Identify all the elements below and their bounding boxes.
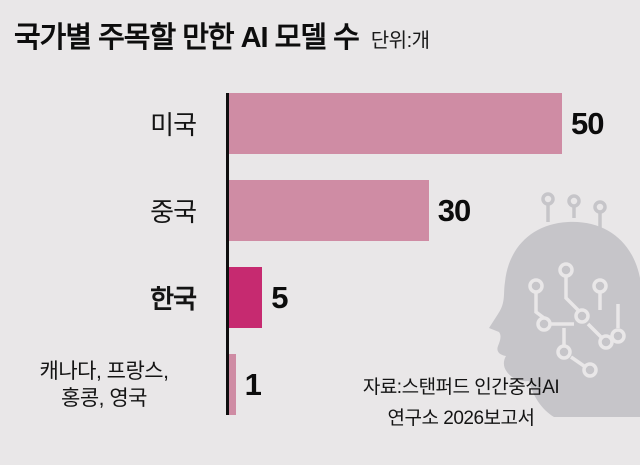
bar-row-china: 중국 30 bbox=[0, 167, 640, 254]
source-line2: 연구소 2026보고서 bbox=[387, 408, 535, 429]
bar-chart: 미국 50 중국 30 한국 5 캐나다, 프랑스, 홍콩, 영국 1 bbox=[0, 80, 640, 440]
source-text: 자료:스탠퍼드 인간중심AI 연구소 2026보고서 bbox=[336, 372, 586, 434]
category-label-korea: 한국 bbox=[150, 284, 197, 314]
y-axis-line bbox=[226, 93, 229, 415]
page-title: 국가별 주목할 만한 AI 모델 수 bbox=[14, 22, 360, 54]
bar-row-others: 캐나다, 프랑스, 홍콩, 영국 1 bbox=[0, 341, 640, 428]
head-silhouette bbox=[489, 221, 640, 417]
category-label-others-line2: 홍콩, 영국 bbox=[61, 386, 147, 410]
value-label-korea: 5 bbox=[271, 279, 288, 315]
bar-row-usa: 미국 50 bbox=[0, 80, 640, 167]
circuit-antenna-icon bbox=[541, 192, 607, 228]
unit-label: 단위:개 bbox=[370, 30, 430, 52]
value-label-usa: 50 bbox=[571, 105, 604, 141]
bar-usa bbox=[229, 93, 562, 154]
value-label-china: 30 bbox=[437, 192, 471, 228]
bar-row-korea: 한국 5 bbox=[0, 254, 640, 341]
category-label-others: 캐나다, 프랑스, 홍콩, 영국 bbox=[0, 358, 226, 412]
category-label-others-line1: 캐나다, 프랑스, bbox=[39, 359, 169, 383]
bar-korea bbox=[229, 267, 263, 328]
source-line1: 자료:스탠퍼드 인간중심AI bbox=[362, 377, 560, 398]
bar-others bbox=[229, 354, 236, 415]
chart-header: 국가별 주목할 만한 AI 모델 수 단위:개 bbox=[14, 14, 630, 56]
ai-brain-head-icon bbox=[489, 192, 640, 417]
bar-china bbox=[229, 180, 429, 241]
category-label-china: 중국 bbox=[150, 197, 197, 227]
circuit-brain-icon bbox=[528, 262, 626, 378]
category-label-usa: 미국 bbox=[150, 110, 197, 140]
value-label-others: 1 bbox=[244, 366, 262, 402]
